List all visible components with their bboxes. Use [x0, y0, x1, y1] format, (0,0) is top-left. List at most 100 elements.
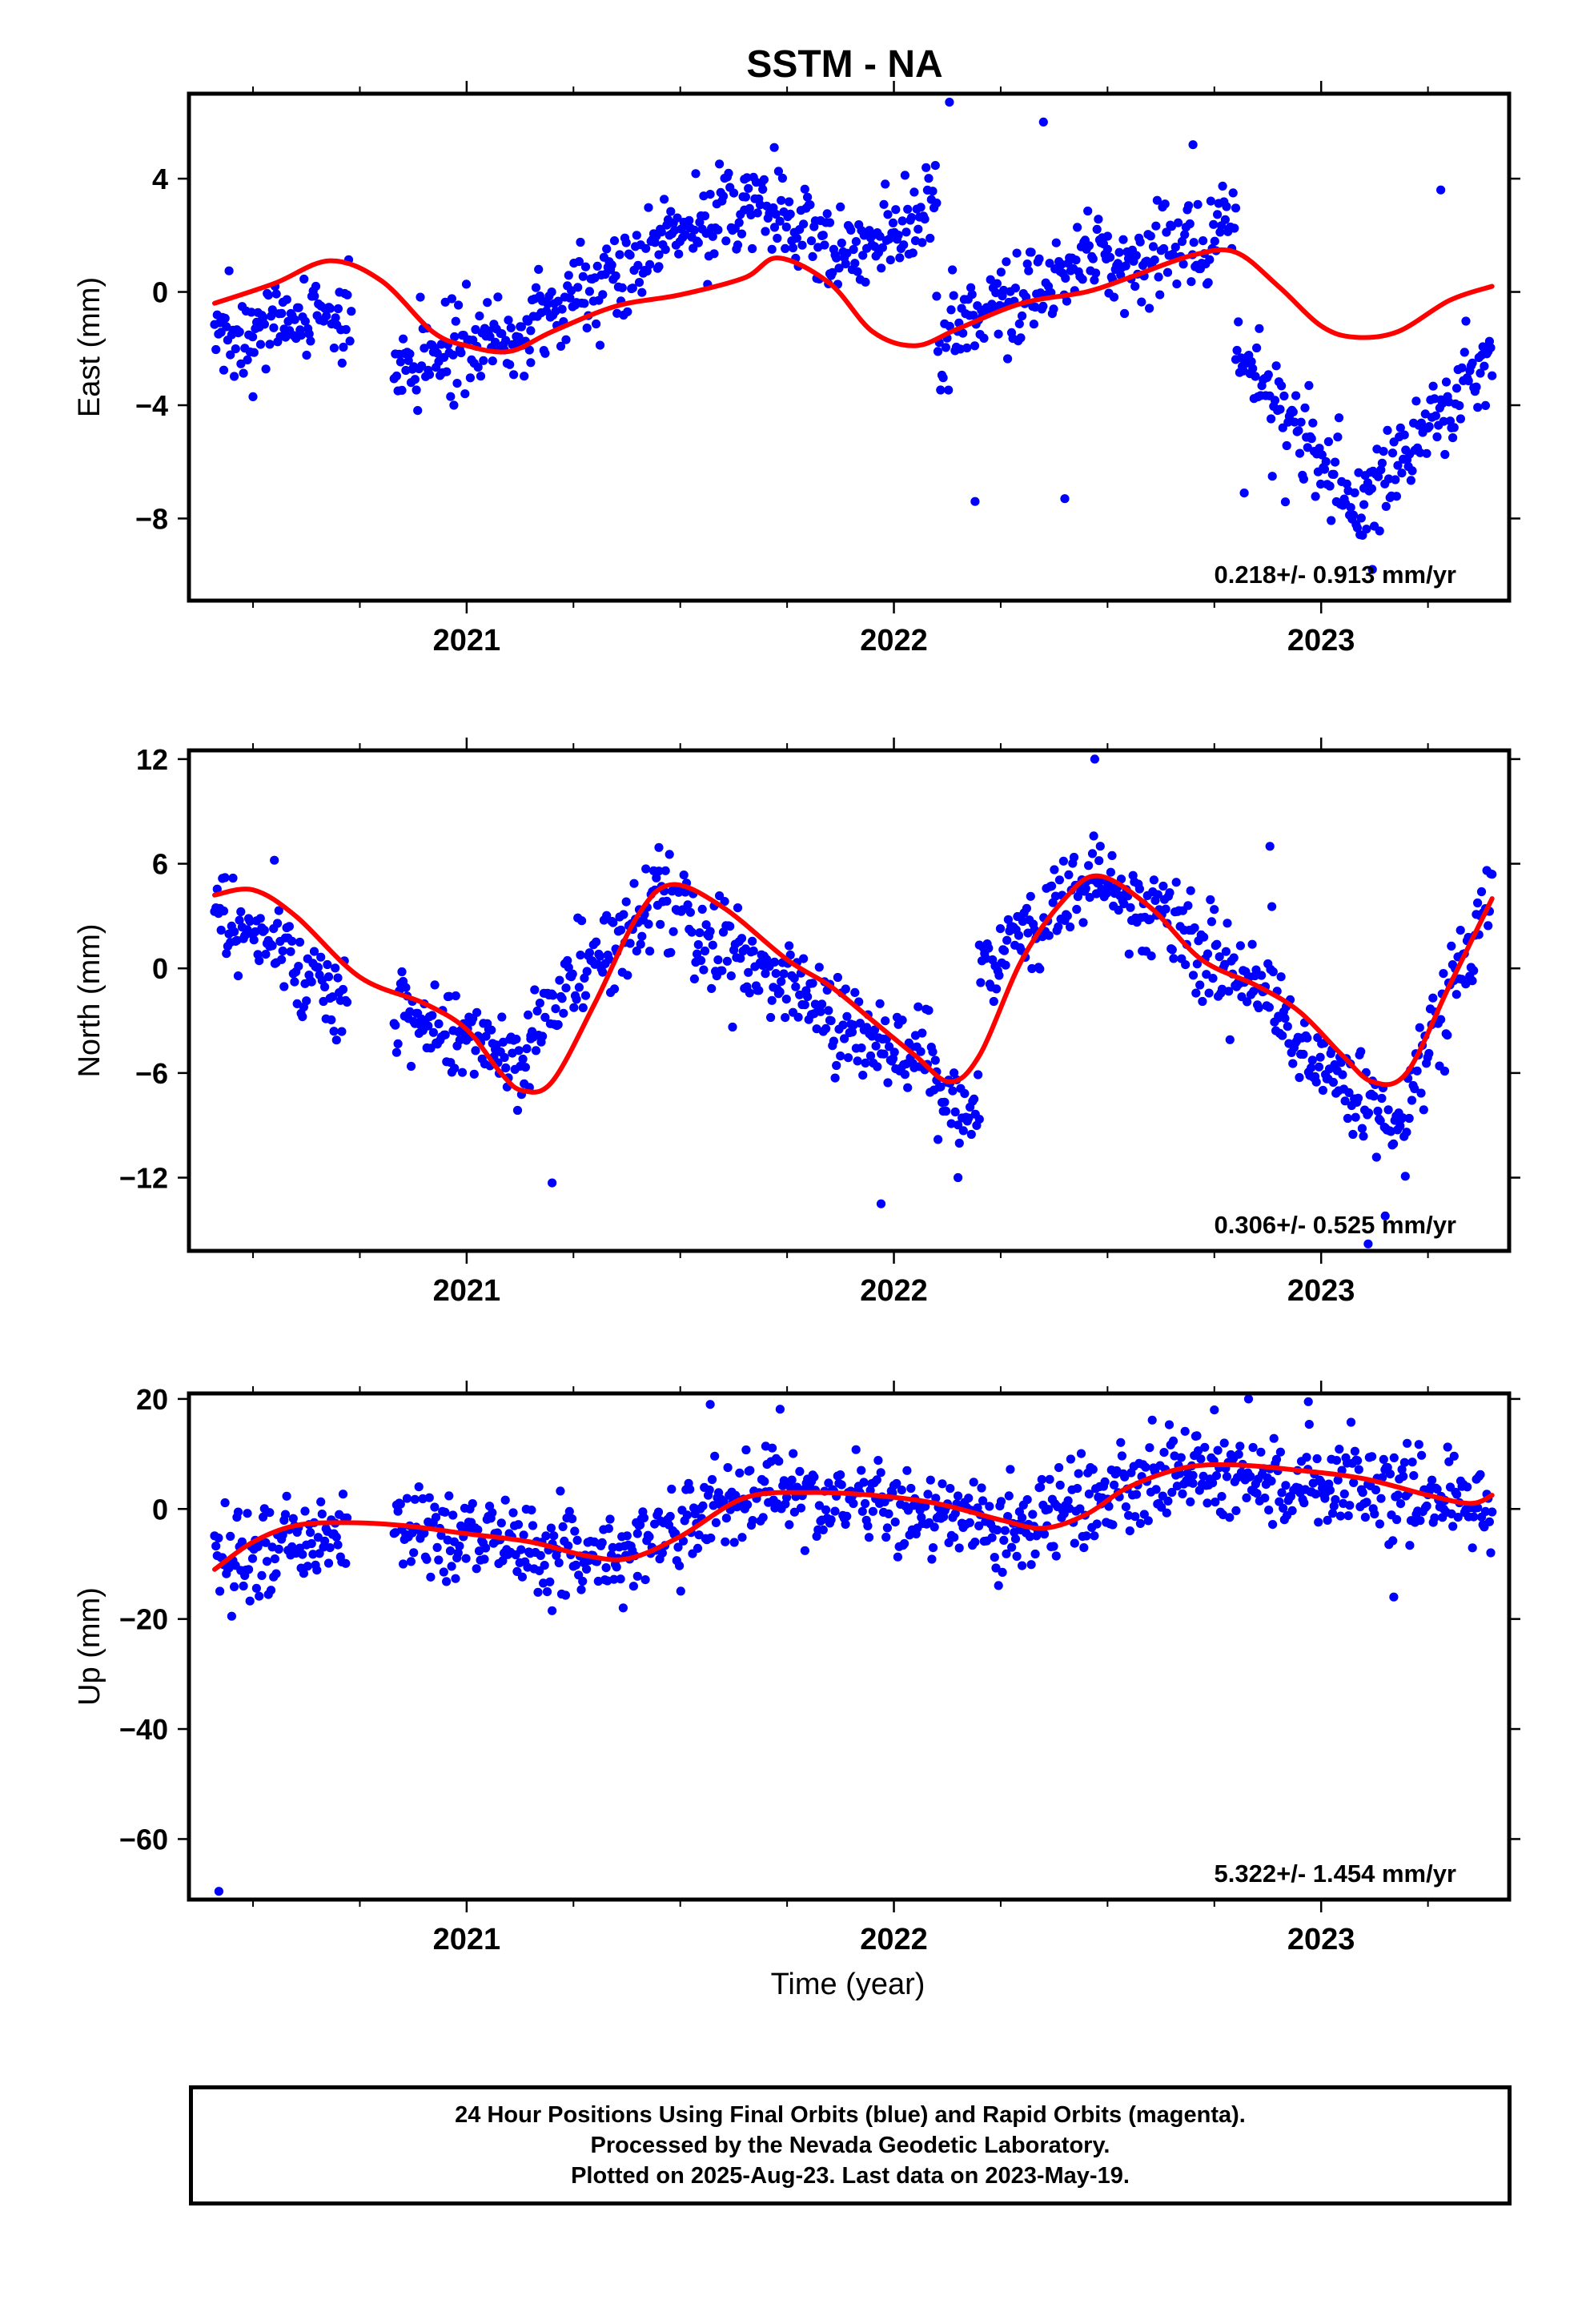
data-point: [1212, 939, 1222, 949]
data-point: [1277, 1488, 1287, 1498]
data-point: [808, 979, 817, 988]
data-point: [632, 947, 641, 956]
data-point: [1176, 1453, 1186, 1462]
data-point: [805, 200, 815, 210]
data-point: [1120, 1472, 1130, 1482]
data-point: [461, 279, 472, 289]
data-point: [235, 327, 244, 337]
data-point: [1160, 199, 1170, 209]
data-point: [785, 209, 795, 219]
data-point: [773, 167, 784, 176]
data-point: [456, 348, 466, 358]
data-point: [1141, 1462, 1150, 1472]
data-point: [576, 237, 585, 247]
data-point: [990, 1553, 999, 1562]
data-point: [748, 243, 757, 254]
data-point: [1342, 479, 1351, 489]
data-point: [681, 887, 690, 897]
data-point: [675, 1561, 685, 1570]
data-point: [644, 1532, 654, 1542]
data-point: [890, 1518, 900, 1527]
data-point: [1351, 1112, 1360, 1122]
data-point: [707, 1474, 717, 1485]
data-point: [806, 236, 817, 246]
data-point: [1325, 1486, 1335, 1495]
data-point: [309, 947, 319, 956]
outlier-point: [876, 1199, 886, 1208]
data-point: [582, 324, 592, 333]
data-point: [1225, 1035, 1235, 1044]
data-point: [946, 305, 956, 315]
panel-1: −8 −4 0 4 2021 2022 2023 East (mm) 0.218+/- 0.91…: [73, 81, 1520, 657]
data-point: [1024, 266, 1034, 275]
data-point: [212, 884, 222, 894]
data-point: [846, 225, 856, 235]
data-point: [1263, 370, 1273, 380]
data-point: [741, 1445, 751, 1455]
data-point: [245, 1596, 255, 1606]
data-point: [1383, 1105, 1393, 1115]
data-point: [1349, 1478, 1359, 1487]
data-point: [540, 1561, 549, 1570]
data-point: [945, 321, 954, 332]
data-point: [1087, 849, 1098, 858]
data-point: [249, 348, 259, 357]
data-point: [493, 292, 503, 302]
data-point: [834, 263, 844, 273]
data-point: [219, 365, 229, 375]
data-point: [799, 954, 809, 963]
data-point: [487, 1025, 496, 1035]
data-point: [1207, 917, 1216, 927]
data-point: [1392, 1514, 1402, 1525]
data-point: [930, 1055, 940, 1065]
data-point: [1106, 252, 1115, 262]
panel-3-data: [210, 1394, 1497, 1896]
data-point: [237, 1537, 247, 1546]
data-point: [236, 359, 246, 368]
data-point: [455, 1035, 464, 1045]
data-point: [273, 919, 283, 928]
data-point: [226, 1531, 235, 1541]
data-point: [1090, 1531, 1099, 1541]
data-point: [551, 1004, 560, 1014]
data-point: [559, 1008, 568, 1018]
data-point: [278, 1530, 287, 1540]
data-point: [432, 1542, 442, 1552]
data-point: [296, 331, 306, 340]
data-point: [522, 1043, 532, 1054]
data-point: [1448, 1522, 1458, 1531]
data-point: [1311, 492, 1320, 501]
data-point: [245, 916, 255, 926]
data-point: [653, 1507, 664, 1517]
data-point: [1120, 308, 1130, 319]
data-point: [917, 238, 927, 247]
data-point: [325, 304, 335, 313]
data-point: [578, 1003, 588, 1012]
data-point: [442, 1577, 452, 1586]
data-point: [500, 1052, 509, 1063]
data-point: [1225, 1513, 1235, 1522]
data-point: [1428, 993, 1438, 1003]
data-point: [1432, 432, 1442, 442]
data-point: [282, 295, 291, 304]
data-point: [1106, 867, 1115, 877]
data-point: [1395, 1499, 1406, 1509]
data-point: [903, 1083, 913, 1092]
data-point: [491, 337, 500, 347]
data-point: [678, 1536, 689, 1546]
data-point: [725, 922, 735, 931]
data-point: [528, 1521, 538, 1530]
data-point: [1331, 457, 1340, 467]
data-point: [230, 927, 239, 937]
data-point: [440, 1507, 450, 1517]
rate-label: 5.322+/- 1.454 mm/yr: [1215, 1860, 1456, 1888]
data-point: [1151, 1485, 1161, 1494]
data-point: [645, 947, 655, 956]
data-point: [986, 275, 995, 284]
data-point: [337, 1027, 347, 1036]
data-point: [1271, 361, 1281, 371]
data-point: [300, 316, 310, 326]
data-point: [1448, 433, 1458, 443]
data-point: [697, 904, 707, 914]
data-point: [251, 927, 260, 937]
